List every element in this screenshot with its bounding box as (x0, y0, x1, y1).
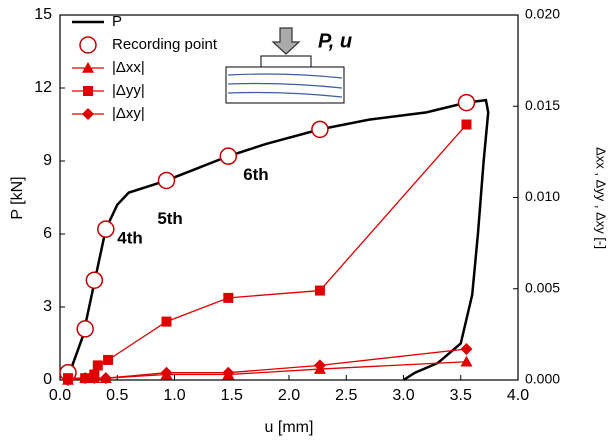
x-axis-label: u [mm] (265, 419, 314, 436)
x-tick-label: 0.0 (49, 387, 71, 404)
x-tick-label: 3.5 (450, 387, 472, 404)
data-point (76, 320, 94, 338)
annotation: 5th (157, 209, 183, 228)
y-tick-label: 15 (34, 6, 52, 23)
legend-marker (82, 62, 94, 73)
data-point (460, 355, 473, 367)
y2-tick-label: 0.005 (525, 279, 560, 295)
y2-tick-label: 0.015 (525, 97, 560, 113)
data-point (461, 119, 472, 130)
annotation: 4th (117, 228, 143, 247)
inset-sketch (225, 27, 345, 104)
x-tick-label: 2.0 (278, 387, 300, 404)
data-point (160, 366, 173, 379)
legend-label: |Δyy| (112, 82, 145, 99)
legend-label: Recording point (112, 36, 218, 53)
legend-label: |Δxy| (112, 105, 145, 122)
data-point (99, 372, 112, 385)
y-tick-label: 6 (43, 225, 52, 242)
data-point (62, 374, 75, 386)
x-tick-label: 1.5 (221, 387, 243, 404)
y2-tick-label: 0.020 (525, 6, 560, 22)
y2-tick-label: 0.000 (525, 371, 560, 387)
data-point (79, 372, 92, 385)
y-axis-label: P [kN] (9, 176, 26, 219)
y-tick-label: 9 (43, 152, 52, 169)
series-line (68, 124, 467, 379)
data-point (88, 372, 101, 385)
data-point (311, 120, 329, 139)
annotation: 6th (243, 165, 269, 184)
x-tick-label: 3.0 (392, 387, 414, 404)
y2-tick-label: 0.010 (525, 188, 560, 204)
data-point (223, 292, 234, 303)
legend-marker (79, 36, 97, 54)
data-point (85, 271, 104, 289)
x-tick-label: 2.5 (335, 387, 357, 404)
data-point (313, 359, 326, 372)
x-tick-label: 4.0 (507, 387, 529, 404)
data-point (222, 366, 235, 379)
data-point (457, 93, 476, 112)
y-tick-label: 12 (34, 79, 52, 96)
data-point (314, 285, 325, 296)
y-tick-label: 0 (43, 371, 52, 388)
data-point (460, 342, 473, 355)
y2-axis-label: Δxx , Δyy , Δxy [-] (594, 147, 609, 249)
data-point (161, 316, 172, 327)
legend-label: P (112, 13, 122, 30)
data-point (103, 354, 114, 365)
legend-marker (82, 108, 94, 120)
x-tick-label: 0.5 (106, 387, 128, 404)
data-point (97, 220, 115, 238)
legend-marker (83, 86, 93, 96)
y-tick-label: 3 (43, 298, 52, 315)
data-point (92, 360, 103, 371)
legend-label: |Δxx| (112, 59, 145, 76)
x-tick-label: 1.0 (163, 387, 185, 404)
data-point (157, 171, 176, 190)
data-point (219, 147, 238, 165)
annotation: P, u (318, 30, 352, 52)
